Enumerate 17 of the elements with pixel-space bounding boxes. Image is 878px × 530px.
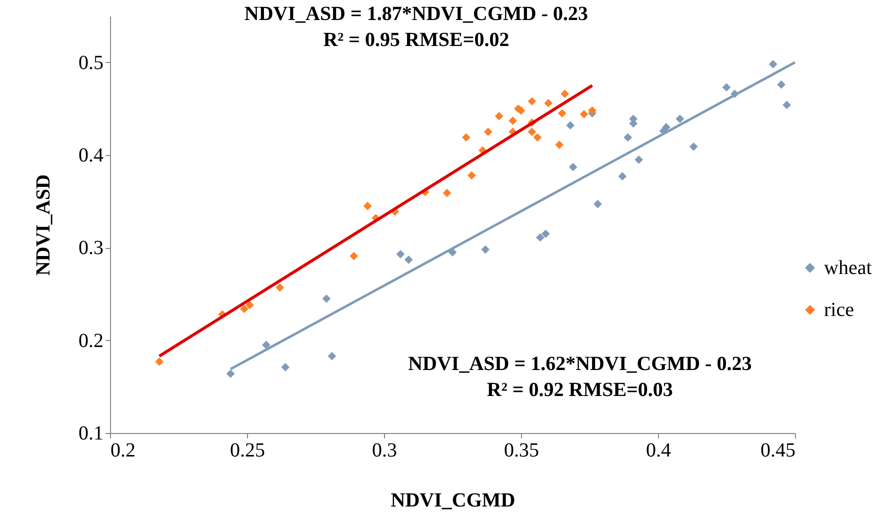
y-axis-title: NDVI_ASD	[32, 174, 54, 276]
x-tick-label: 0.3	[372, 440, 397, 462]
legend-label: rice	[824, 298, 854, 321]
x-tick-label: 0.45	[760, 440, 796, 462]
annotation: NDVI_ASD = 1.87*NDVI_CGMD - 0.23 R² = 0.95 RMSE=0.02	[244, 3, 588, 51]
y-tick-label: 0.2	[78, 330, 104, 352]
y-tick-label: 0.4	[78, 144, 104, 166]
legend-label: wheat	[824, 256, 872, 279]
annotation: NDVI_ASD = 1.62*NDVI_CGMD - 0.23 R² = 0.92 RMSE=0.03	[408, 352, 752, 401]
x-tick-label: 0.25	[230, 440, 265, 462]
y-tick-label: 0.3	[78, 237, 104, 260]
x-tick-label: 0.2	[110, 440, 136, 462]
y-tick-label: 0.1	[78, 422, 104, 444]
x-tick-label: 0.35	[504, 440, 539, 462]
y-tick-label: 0.5	[78, 52, 104, 74]
x-axis-title: NDVI_CGMD	[390, 490, 516, 512]
x-tick-label: 0.4	[646, 440, 671, 462]
